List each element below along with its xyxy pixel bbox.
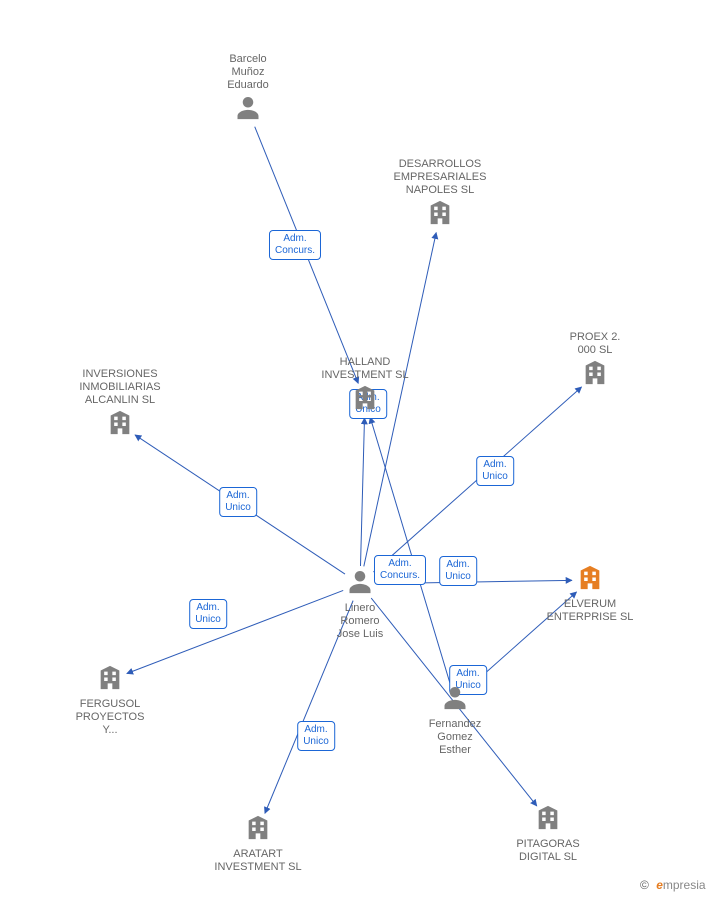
node-label: Linero Romero Jose Luis xyxy=(337,602,383,642)
node-label: HALLAND INVESTMENT SL xyxy=(321,356,408,382)
node-label: PITAGORAS DIGITAL SL xyxy=(516,838,579,864)
node-label: INVERSIONES INMOBILIARIAS ALCANLIN SL xyxy=(79,368,160,408)
building-icon[interactable] xyxy=(581,359,609,392)
building-icon[interactable] xyxy=(426,199,454,232)
person-icon[interactable] xyxy=(346,568,374,601)
edge-label: Adm. Unico xyxy=(476,456,514,486)
node-label: ELVERUM ENTERPRISE SL xyxy=(547,598,634,624)
building-icon[interactable] xyxy=(534,804,562,837)
edge-label: Adm. Concurs. xyxy=(374,555,426,585)
node-label: FERGUSOL PROYECTOS Y... xyxy=(76,698,145,738)
edge-fernandez-halland xyxy=(370,417,450,683)
edge-label: Adm. Unico xyxy=(189,599,227,629)
edge-label: Adm. Unico xyxy=(297,721,335,751)
edge-linero-halland xyxy=(360,418,364,566)
node-label: Barcelo Muñoz Eduardo xyxy=(227,53,269,93)
person-icon[interactable] xyxy=(441,684,469,717)
node-label: ARATART INVESTMENT SL xyxy=(214,848,301,874)
edge-label: Adm. Unico xyxy=(219,487,257,517)
building-icon[interactable] xyxy=(244,814,272,847)
edge-label: Adm. Concurs. xyxy=(269,230,321,260)
person-icon[interactable] xyxy=(234,94,262,127)
graph-canvas xyxy=(0,0,728,905)
copyright-symbol: © xyxy=(640,878,649,892)
node-label: Fernandez Gomez Esther xyxy=(429,718,482,758)
building-icon[interactable] xyxy=(96,664,124,697)
edge-label: Adm. Unico xyxy=(439,556,477,586)
edge-linero-fergusol xyxy=(127,590,343,673)
brand-rest: mpresia xyxy=(663,878,706,892)
building-icon[interactable] xyxy=(106,409,134,442)
building-icon[interactable] xyxy=(351,384,379,417)
node-label: PROEX 2. 000 SL xyxy=(570,331,621,357)
brand-e: e xyxy=(656,878,663,892)
watermark: © empresia xyxy=(640,878,706,892)
node-label: DESARROLLOS EMPRESARIALES NAPOLES SL xyxy=(394,158,487,198)
building-icon[interactable] xyxy=(576,564,604,597)
